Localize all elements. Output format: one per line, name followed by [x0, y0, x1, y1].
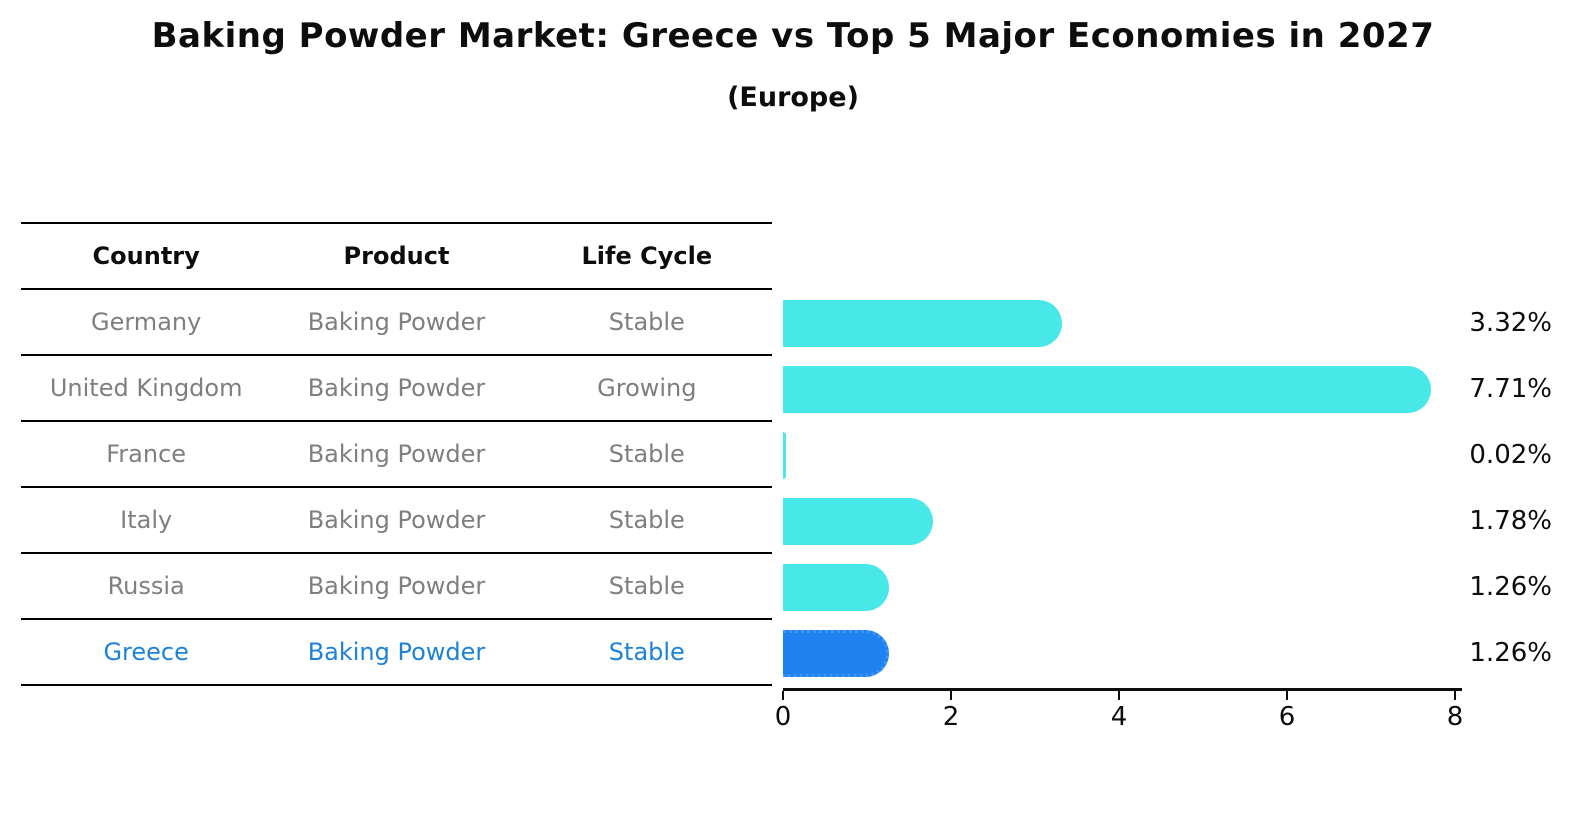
- value-label: 1.78%: [1469, 506, 1552, 536]
- cell-country: Greece: [103, 638, 189, 666]
- value-label: 0.02%: [1469, 440, 1552, 470]
- x-tick-label: 6: [1278, 702, 1296, 732]
- value-label: 3.32%: [1469, 308, 1552, 338]
- cell-product: Baking Powder: [307, 572, 486, 600]
- table-row: Germany Baking Powder Stable: [21, 290, 772, 356]
- cell-life-cycle: Stable: [608, 638, 685, 666]
- bar-france: [783, 431, 786, 479]
- x-axis: 0 2 4 6 8: [775, 688, 1463, 733]
- bar-plot: [783, 290, 1455, 686]
- table-row: Greece Baking Powder Stable: [21, 620, 772, 686]
- country-table: Country Product Life Cycle Germany Baking…: [21, 222, 772, 686]
- x-tick-label: 8: [1446, 702, 1464, 732]
- bar-row: [783, 488, 1455, 554]
- cell-life-cycle: Growing: [597, 374, 697, 402]
- bar-row: [783, 290, 1455, 356]
- col-header-country: Country: [92, 242, 200, 270]
- table-row: France Baking Powder Stable: [21, 422, 772, 488]
- x-tick-label: 4: [1110, 702, 1128, 732]
- cell-product: Baking Powder: [307, 308, 486, 336]
- table-row: United Kingdom Baking Powder Growing: [21, 356, 772, 422]
- value-label: 1.26%: [1469, 638, 1552, 668]
- value-label: 1.26%: [1469, 572, 1552, 602]
- table-header-row: Country Product Life Cycle: [21, 222, 772, 290]
- cell-product: Baking Powder: [307, 506, 486, 534]
- x-tick-label: 0: [774, 702, 792, 732]
- col-header-life-cycle: Life Cycle: [581, 242, 713, 270]
- bar-russia: [783, 563, 889, 611]
- x-tick-mark: [1286, 691, 1288, 700]
- table-body: Germany Baking Powder Stable United Kingdom…: [21, 290, 772, 686]
- cell-life-cycle: Stable: [608, 572, 685, 600]
- x-tick-label: 2: [942, 702, 960, 732]
- bar-row: [783, 356, 1455, 422]
- x-tick-mark: [1454, 691, 1456, 700]
- chart-subtitle: (Europe): [727, 82, 859, 113]
- bar-greece: [783, 629, 889, 677]
- cell-country: France: [106, 440, 187, 468]
- bar-row: [783, 422, 1455, 488]
- cell-product: Baking Powder: [307, 374, 486, 402]
- cell-product: Baking Powder: [307, 638, 486, 666]
- x-tick-mark: [950, 691, 952, 700]
- table-row: Italy Baking Powder Stable: [21, 488, 772, 554]
- cell-country: United Kingdom: [49, 374, 243, 402]
- cell-life-cycle: Stable: [608, 506, 685, 534]
- table-row: Russia Baking Powder Stable: [21, 554, 772, 620]
- x-axis-line: [783, 688, 1462, 691]
- x-tick-mark: [1118, 691, 1120, 700]
- value-label: 7.71%: [1469, 374, 1552, 404]
- cell-country: Russia: [107, 572, 185, 600]
- value-labels: 3.32% 7.71% 0.02% 1.78% 1.26% 1.26%: [1448, 290, 1552, 686]
- bar-row: [783, 554, 1455, 620]
- cell-country: Germany: [91, 308, 202, 336]
- bar-germany: [783, 299, 1062, 347]
- bar-italy: [783, 497, 933, 545]
- cell-product: Baking Powder: [307, 440, 486, 468]
- cell-country: Italy: [120, 506, 173, 534]
- col-header-product: Product: [343, 242, 450, 270]
- bar-united-kingdom: [783, 365, 1431, 413]
- cell-life-cycle: Stable: [608, 440, 685, 468]
- bar-row: [783, 620, 1455, 686]
- cell-life-cycle: Stable: [608, 308, 685, 336]
- chart-title: Baking Powder Market: Greece vs Top 5 Ma…: [151, 16, 1435, 56]
- x-tick-mark: [782, 691, 784, 700]
